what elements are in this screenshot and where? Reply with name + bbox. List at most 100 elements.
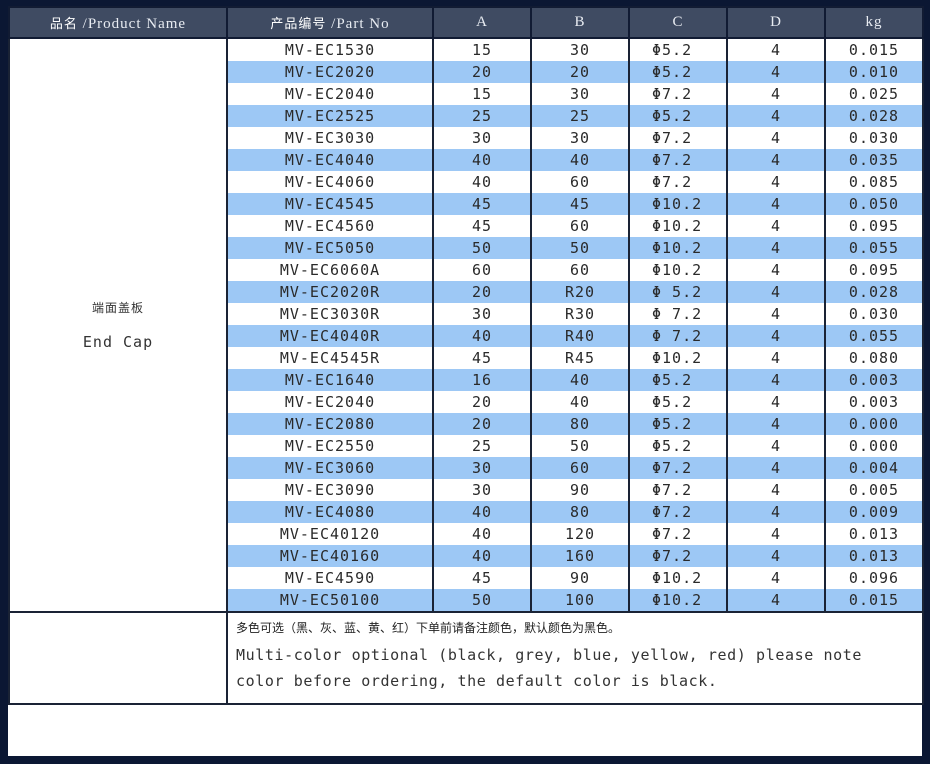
cell-b: 40 (530, 369, 630, 391)
table-row: MV-EC40120 40 120 Φ7.2 4 0.013 (9, 523, 924, 545)
table-row: MV-EC4040R 40 R40 Φ 7.2 4 0.055 (9, 325, 924, 347)
table-row: MV-EC3030R 30 R30 Φ 7.2 4 0.030 (9, 303, 924, 325)
cell-part-no: MV-EC2020R (226, 281, 434, 303)
cell-b: 40 (530, 149, 630, 171)
cell-b: 80 (530, 413, 630, 435)
cell-d: 4 (726, 325, 826, 347)
cell-a: 20 (432, 61, 532, 83)
cell-c: Φ10.2 (628, 193, 728, 215)
cell-d: 4 (726, 435, 826, 457)
cell-b: 90 (530, 479, 630, 501)
cell-kg: 0.013 (824, 523, 924, 545)
cell-kg: 0.015 (824, 589, 924, 612)
cell-c: Φ5.2 (628, 38, 728, 61)
cell-d: 4 (726, 215, 826, 237)
cell-part-no: MV-EC4040R (226, 325, 434, 347)
cell-c: Φ10.2 (628, 237, 728, 259)
cell-b: 160 (530, 545, 630, 567)
cell-b: 90 (530, 567, 630, 589)
cell-kg: 0.000 (824, 413, 924, 435)
table-row: MV-EC3030 30 30 Φ7.2 4 0.030 (9, 127, 924, 149)
cell-c: Φ7.2 (628, 501, 728, 523)
cell-a: 45 (432, 347, 532, 369)
cell-d: 4 (726, 391, 826, 413)
cell-d: 4 (726, 171, 826, 193)
cell-a: 40 (432, 325, 532, 347)
cell-a: 30 (432, 303, 532, 325)
note-english: Multi-color optional (black, grey, blue,… (236, 646, 862, 690)
table-row: MV-EC50100 50 100 Φ10.2 4 0.015 (9, 589, 924, 612)
cell-d: 4 (726, 303, 826, 325)
cell-part-no: MV-EC2040 (226, 83, 434, 105)
note-left-blank (8, 612, 228, 705)
cell-a: 60 (432, 259, 532, 281)
cell-c: Φ 7.2 (628, 325, 728, 347)
header-row: 品名 /Product Name 产品编号 /Part No A B C D k… (8, 6, 924, 39)
cell-part-no: MV-EC4040 (226, 149, 434, 171)
cell-a: 16 (432, 369, 532, 391)
cell-c: Φ7.2 (628, 127, 728, 149)
cell-b: 60 (530, 171, 630, 193)
cell-a: 50 (432, 237, 532, 259)
cell-kg: 0.015 (824, 38, 924, 61)
cell-b: 25 (530, 105, 630, 127)
cell-c: Φ5.2 (628, 435, 728, 457)
cell-kg: 0.025 (824, 83, 924, 105)
cell-part-no: MV-EC3030 (226, 127, 434, 149)
cell-a: 15 (432, 83, 532, 105)
cell-a: 30 (432, 479, 532, 501)
cell-d: 4 (726, 567, 826, 589)
cell-kg: 0.013 (824, 545, 924, 567)
cell-d: 4 (726, 545, 826, 567)
header-a: A (432, 6, 532, 39)
product-name-cn: 端面盖板 (91, 301, 144, 315)
cell-c: Φ5.2 (628, 391, 728, 413)
header-b: B (530, 6, 630, 39)
cell-a: 25 (432, 105, 532, 127)
table-row: MV-EC2040 20 40 Φ5.2 4 0.003 (9, 391, 924, 413)
cell-kg: 0.085 (824, 171, 924, 193)
cell-part-no: MV-EC2525 (226, 105, 434, 127)
cell-b: 60 (530, 259, 630, 281)
cell-a: 45 (432, 193, 532, 215)
cell-a: 20 (432, 391, 532, 413)
cell-part-no: MV-EC4560 (226, 215, 434, 237)
cell-b: 60 (530, 457, 630, 479)
table-row: MV-EC4060 40 60 Φ7.2 4 0.085 (9, 171, 924, 193)
table-row: MV-EC1640 16 40 Φ5.2 4 0.003 (9, 369, 924, 391)
table-row: MV-EC2020R 20 R20 Φ 5.2 4 0.028 (9, 281, 924, 303)
cell-b: R30 (530, 303, 630, 325)
cell-d: 4 (726, 149, 826, 171)
cell-c: Φ7.2 (628, 171, 728, 193)
table-row: MV-EC4040 40 40 Φ7.2 4 0.035 (9, 149, 924, 171)
cell-kg: 0.028 (824, 105, 924, 127)
cell-b: 30 (530, 38, 630, 61)
cell-b: R40 (530, 325, 630, 347)
cell-a: 50 (432, 589, 532, 612)
cell-d: 4 (726, 369, 826, 391)
cell-a: 40 (432, 171, 532, 193)
cell-b: 80 (530, 501, 630, 523)
cell-d: 4 (726, 413, 826, 435)
table-row: MV-EC2020 20 20 Φ5.2 4 0.010 (9, 61, 924, 83)
cell-part-no: MV-EC2550 (226, 435, 434, 457)
cell-c: Φ5.2 (628, 369, 728, 391)
cell-kg: 0.003 (824, 391, 924, 413)
cell-kg: 0.000 (824, 435, 924, 457)
cell-kg: 0.095 (824, 259, 924, 281)
cell-kg: 0.050 (824, 193, 924, 215)
cell-d: 4 (726, 127, 826, 149)
spec-table-frame: 品名 /Product Name 产品编号 /Part No A B C D k… (8, 6, 924, 756)
cell-kg: 0.004 (824, 457, 924, 479)
cell-b: 60 (530, 215, 630, 237)
table-row: 端面盖板 End Cap MV-EC1530 15 30 Φ5.2 4 0.015 (8, 38, 924, 613)
cell-b: 50 (530, 237, 630, 259)
table-row: MV-EC2080 20 80 Φ5.2 4 0.000 (9, 413, 924, 435)
cell-c: Φ5.2 (628, 105, 728, 127)
cell-kg: 0.010 (824, 61, 924, 83)
cell-kg: 0.009 (824, 501, 924, 523)
cell-c: Φ7.2 (628, 545, 728, 567)
cell-d: 4 (726, 347, 826, 369)
cell-a: 25 (432, 435, 532, 457)
cell-c: Φ5.2 (628, 413, 728, 435)
